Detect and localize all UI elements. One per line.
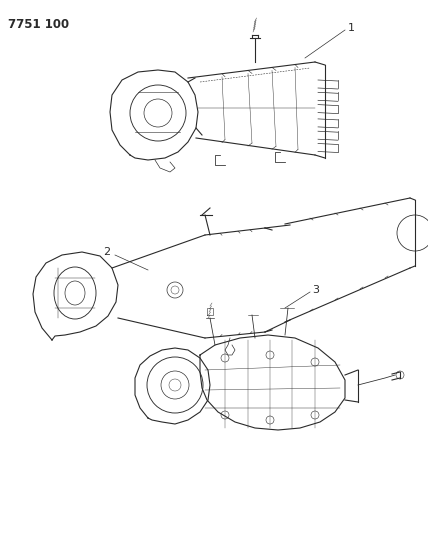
Text: 3: 3 xyxy=(312,285,319,295)
Text: 7751 100: 7751 100 xyxy=(8,18,69,31)
Text: 2: 2 xyxy=(103,247,110,257)
Text: 1: 1 xyxy=(348,23,355,33)
